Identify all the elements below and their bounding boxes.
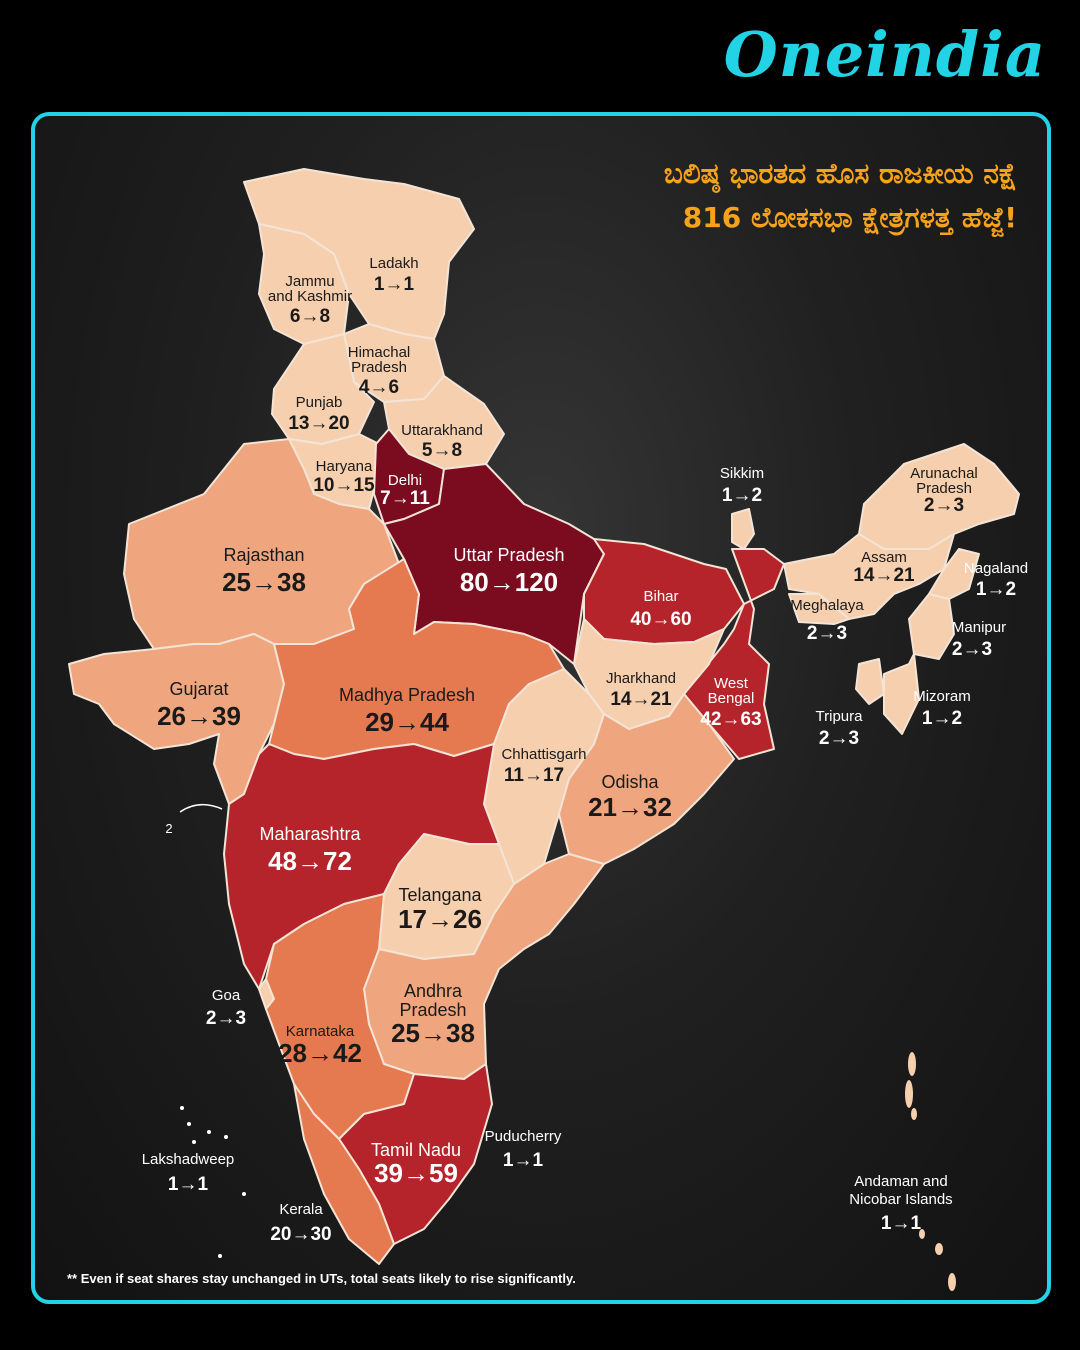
map-frame: Ladakh 1→1 Jammu and Kashmir 6→8 Himacha… bbox=[31, 112, 1051, 1304]
label-rajasthan: Rajasthan bbox=[223, 545, 304, 565]
region-punjab bbox=[271, 333, 375, 445]
label-andaman-1: Andaman and bbox=[854, 1173, 947, 1190]
value-uttarakhand: 5→8 bbox=[422, 440, 462, 461]
value-lakshadweep: 1→1 bbox=[168, 1174, 209, 1195]
label-uttarakhand: Uttarakhand bbox=[401, 422, 483, 439]
label-maharashtra: Maharashtra bbox=[259, 824, 361, 844]
value-ladakh: 1→1 bbox=[374, 274, 415, 295]
label-bengal: Bengal bbox=[708, 690, 755, 707]
label-andhra-2: Pradesh bbox=[399, 1000, 466, 1020]
label-haryana: Haryana bbox=[316, 458, 373, 475]
value-andaman: 1→1 bbox=[881, 1213, 922, 1234]
value-goa: 2→3 bbox=[206, 1008, 246, 1029]
label-meghalaya: Meghalaya bbox=[790, 597, 864, 614]
value-arunachal: 2→3 bbox=[924, 495, 964, 516]
lakshadweep-islands bbox=[180, 1106, 246, 1258]
label-puducherry: Puducherry bbox=[485, 1128, 562, 1145]
label-punjab: Punjab bbox=[296, 394, 343, 411]
value-punjab: 13→20 bbox=[288, 413, 349, 434]
label-bihar: Bihar bbox=[643, 588, 678, 605]
label-west: West bbox=[714, 675, 749, 692]
label-manipur: Manipur bbox=[952, 619, 1006, 636]
label-nagaland: Nagaland bbox=[964, 560, 1028, 577]
label-tamil-nadu: Tamil Nadu bbox=[371, 1140, 461, 1160]
headline-line-1: ಬಲಿಷ್ಠ ಭಾರತದ ಹೊಸ ರಾಜಕೀಯ ನಕ್ಷೆ bbox=[663, 157, 1017, 190]
label-karnataka: Karnataka bbox=[286, 1023, 355, 1040]
andaman-islands bbox=[905, 1052, 956, 1291]
label-sikkim: Sikkim bbox=[720, 465, 764, 482]
label-arunachal-1: Arunachal bbox=[910, 465, 978, 482]
region-kerala bbox=[293, 1083, 395, 1265]
annotation-arrow bbox=[179, 803, 223, 813]
value-nagaland: 1→2 bbox=[976, 579, 1016, 600]
label-mizoram: Mizoram bbox=[913, 688, 971, 705]
value-up: 80→120 bbox=[460, 567, 558, 597]
value-manipur: 2→3 bbox=[952, 639, 992, 660]
value-tripura: 2→3 bbox=[819, 728, 859, 749]
label-andaman-2: Nicobar Islands bbox=[849, 1191, 952, 1208]
footnote: ** Even if seat shares stay unchanged in… bbox=[67, 1271, 576, 1286]
region-odisha bbox=[558, 693, 735, 865]
region-tripura bbox=[855, 658, 885, 705]
label-gujarat: Gujarat bbox=[169, 679, 228, 699]
value-bihar: 40→60 bbox=[630, 609, 691, 630]
label-himachal-2: Pradesh bbox=[351, 359, 407, 376]
value-odisha: 21→32 bbox=[588, 792, 672, 822]
value-meghalaya: 2→3 bbox=[807, 623, 847, 644]
label-lakshadweep: Lakshadweep bbox=[142, 1151, 235, 1168]
headline-line-2: 816 ಲೋಕಸಭಾ ಕ್ಷೇತ್ರಗಳತ್ತ ಹೆಜ್ಜೆ! bbox=[682, 201, 1017, 234]
value-kerala: 20→30 bbox=[270, 1224, 331, 1245]
label-assam: Assam bbox=[861, 549, 907, 566]
label-telangana: Telangana bbox=[398, 885, 482, 905]
region-manipur bbox=[908, 593, 955, 660]
label-mp: Madhya Pradesh bbox=[339, 685, 475, 705]
value-sikkim: 1→2 bbox=[722, 485, 762, 506]
label-ladakh: Ladakh bbox=[369, 255, 418, 272]
value-puducherry: 1→1 bbox=[503, 1150, 544, 1171]
label-arunachal-2: Pradesh bbox=[916, 480, 972, 497]
india-map: Ladakh 1→1 Jammu and Kashmir 6→8 Himacha… bbox=[68, 168, 1028, 1291]
value-assam: 14→21 bbox=[853, 565, 915, 586]
label-up: Uttar Pradesh bbox=[453, 545, 564, 565]
label-jharkhand: Jharkhand bbox=[606, 670, 676, 687]
region-mizoram bbox=[883, 653, 920, 735]
value-maharashtra: 48→72 bbox=[268, 846, 352, 876]
region-meghalaya bbox=[788, 593, 850, 625]
value-chhattisgarh: 11→17 bbox=[504, 765, 564, 786]
value-mizoram: 1→2 bbox=[922, 708, 962, 729]
label-kerala: Kerala bbox=[279, 1201, 323, 1218]
headline: ಬಲಿಷ್ಠ ಭಾರತದ ಹೊಸ ರಾಜಕೀಯ ನಕ್ಷೆ 816 ಲೋಕಸಭಾ… bbox=[664, 152, 1017, 240]
state-labels: Ladakh 1→1 Jammu and Kashmir 6→8 Himacha… bbox=[142, 255, 1028, 1245]
label-delhi: Delhi bbox=[388, 472, 422, 489]
label-tripura: Tripura bbox=[816, 708, 864, 725]
value-rajasthan: 25→38 bbox=[222, 567, 306, 597]
value-mp: 29→44 bbox=[365, 707, 449, 737]
value-karnataka: 28→42 bbox=[278, 1038, 362, 1068]
label-odisha: Odisha bbox=[601, 772, 659, 792]
value-tamil-nadu: 39→59 bbox=[374, 1158, 458, 1188]
label-goa: Goa bbox=[212, 987, 241, 1004]
value-wb: 42→63 bbox=[700, 709, 761, 730]
value-gujarat: 26→39 bbox=[157, 701, 241, 731]
region-sikkim bbox=[731, 508, 755, 550]
value-delhi: 7→11 bbox=[380, 488, 430, 509]
label-chhattisgarh: Chhattisgarh bbox=[501, 746, 586, 763]
value-himachal: 4→6 bbox=[359, 377, 399, 398]
value-haryana: 10→15 bbox=[313, 475, 375, 496]
value-telangana: 17→26 bbox=[398, 904, 482, 934]
label-jammu: Jammu bbox=[285, 273, 334, 290]
label-andhra: Andhra bbox=[404, 981, 463, 1001]
label-kashmir: and Kashmir bbox=[268, 288, 352, 305]
brand-logo: Oneindia bbox=[723, 18, 1046, 91]
value-andhra: 25→38 bbox=[391, 1018, 475, 1048]
label-himachal-1: Himachal bbox=[348, 344, 411, 361]
annotation-number: 2 bbox=[165, 821, 172, 836]
value-jk: 6→8 bbox=[290, 306, 330, 327]
value-jharkhand: 14→21 bbox=[610, 689, 672, 710]
